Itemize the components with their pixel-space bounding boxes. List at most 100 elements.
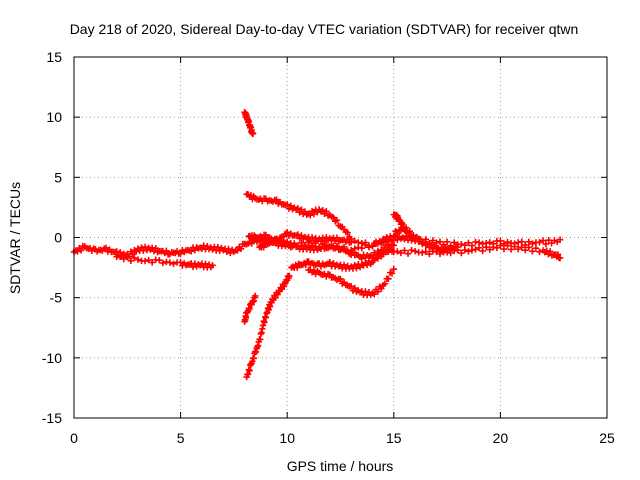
x-tick-label: 0 <box>70 430 78 446</box>
data-point <box>337 275 344 283</box>
series-late-spike <box>390 211 410 235</box>
data-point <box>347 283 355 290</box>
data-point <box>465 248 472 255</box>
data-point <box>351 237 358 245</box>
data-point <box>454 247 461 254</box>
data-point <box>310 210 318 218</box>
data-point <box>403 227 410 235</box>
data-point <box>131 254 138 262</box>
data-point <box>493 244 501 252</box>
data-point <box>518 238 525 245</box>
data-point <box>284 201 291 208</box>
data-point <box>152 244 159 252</box>
x-tick-label: 15 <box>386 430 402 446</box>
data-point <box>529 240 536 247</box>
data-point <box>77 247 85 254</box>
data-point <box>411 247 419 255</box>
data-point <box>427 241 435 248</box>
data-point <box>465 239 472 247</box>
data-point <box>298 232 305 239</box>
data-point <box>479 247 486 255</box>
data-point <box>293 264 301 271</box>
data-point <box>355 239 362 246</box>
data-point <box>461 246 469 254</box>
data-point <box>248 240 255 247</box>
y-tick-label: 0 <box>54 230 62 246</box>
data-point <box>310 267 318 274</box>
y-tick-label: -10 <box>42 350 62 366</box>
axis-ticks: 0 5 10 15 20 25 -15 -10 -5 0 5 10 15 <box>42 49 615 446</box>
x-tick-label: 5 <box>177 430 185 446</box>
data-point <box>536 239 543 246</box>
data-point <box>225 245 232 253</box>
data-point <box>234 247 241 254</box>
data-points <box>70 109 564 381</box>
data-point <box>504 242 511 249</box>
data-point <box>433 248 440 255</box>
data-point <box>379 235 387 243</box>
data-point <box>120 255 127 263</box>
data-point <box>116 253 124 261</box>
data-point <box>500 245 508 253</box>
data-point <box>514 245 522 253</box>
data-point <box>500 240 508 247</box>
data-point <box>426 250 433 258</box>
data-point <box>351 245 358 252</box>
data-point <box>209 262 216 269</box>
data-point <box>518 244 525 251</box>
data-point <box>177 250 184 257</box>
data-point <box>333 234 341 241</box>
data-point <box>381 280 389 287</box>
data-point <box>252 292 259 300</box>
data-point <box>369 243 376 250</box>
data-point <box>284 238 291 245</box>
data-point <box>390 266 397 273</box>
data-point <box>556 254 564 262</box>
data-point <box>436 250 444 258</box>
data-point <box>443 238 451 246</box>
data-point <box>353 264 360 272</box>
chart-title: Day 218 of 2020, Sidereal Day-to-day VTE… <box>70 21 579 37</box>
data-point <box>458 249 465 257</box>
data-point <box>256 336 264 343</box>
data-point <box>556 236 564 243</box>
data-point <box>371 290 378 298</box>
x-tick-label: 20 <box>493 430 509 446</box>
data-point <box>376 238 383 246</box>
data-point <box>166 259 174 266</box>
y-tick-label: 10 <box>46 109 62 125</box>
series-descending-curve <box>243 190 355 243</box>
series-late-lower <box>390 242 564 262</box>
data-point <box>374 288 382 295</box>
data-point <box>102 244 110 252</box>
data-point <box>286 272 293 280</box>
data-point <box>323 208 330 215</box>
data-point <box>529 248 536 255</box>
data-point <box>330 259 337 267</box>
data-point <box>287 202 294 210</box>
data-point <box>333 242 341 250</box>
series-recovery-side <box>241 292 259 325</box>
data-point <box>170 260 177 268</box>
data-point <box>358 240 366 247</box>
data-point <box>129 251 136 258</box>
grid <box>74 57 607 418</box>
data-point <box>378 285 385 292</box>
data-point <box>472 246 479 253</box>
data-point <box>554 251 562 258</box>
data-point <box>261 319 268 326</box>
data-point <box>237 245 245 252</box>
x-axis-label: GPS time / hours <box>287 458 394 474</box>
data-point <box>436 238 444 245</box>
data-point <box>148 259 156 266</box>
data-point <box>525 244 533 251</box>
data-point <box>249 130 257 137</box>
data-point <box>482 243 490 251</box>
data-point <box>159 259 167 267</box>
data-point <box>539 237 547 244</box>
data-point <box>269 239 277 247</box>
data-point <box>344 229 351 236</box>
data-point <box>522 246 529 254</box>
series-dip-curve <box>305 266 397 299</box>
